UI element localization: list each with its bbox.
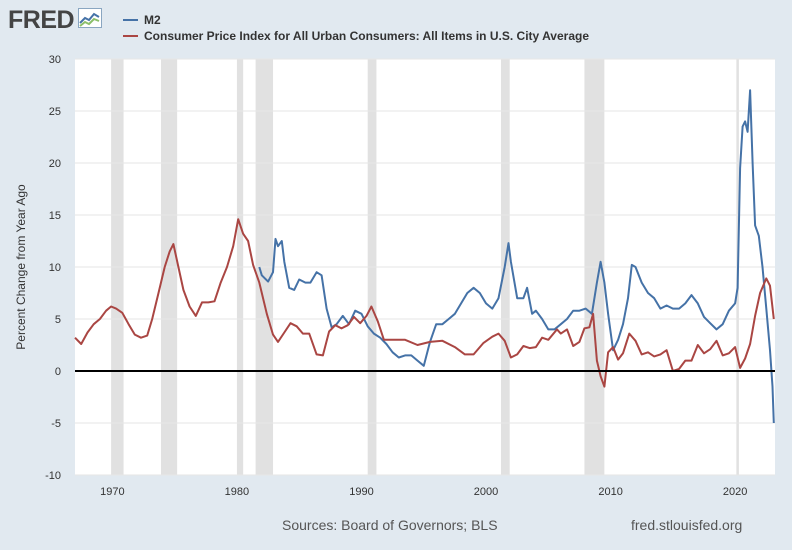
series-line-cpi [74, 218, 775, 388]
x-tick-label: 2020 [723, 486, 747, 498]
y-axis-label: Percent Change from Year Ago [14, 184, 28, 350]
legend-item-cpi[interactable]: Consumer Price Index for All Urban Consu… [123, 28, 589, 44]
x-tick-label: 2010 [598, 486, 622, 498]
series-lines [74, 89, 775, 424]
fred-url-link[interactable]: fred.stlouisfed.org [631, 517, 743, 533]
y-tick-label: 5 [55, 314, 61, 326]
y-tick-label: 0 [55, 366, 61, 378]
chart-legend: M2 Consumer Price Index for All Urban Co… [123, 12, 589, 44]
y-tick-label: 25 [49, 106, 61, 118]
x-tick-label: 1990 [349, 486, 373, 498]
x-axis-ticks: 1970 1980 1990 2000 2010 2020 [100, 486, 747, 498]
sources-note: Sources: Board of Governors; BLS [282, 517, 498, 533]
gridlines [75, 58, 775, 476]
y-tick-label: 15 [49, 210, 61, 222]
y-axis-ticks: -10 -5 0 5 10 15 20 25 30 [45, 54, 61, 482]
y-tick-label: 20 [49, 158, 61, 170]
y-tick-label: -10 [45, 470, 61, 482]
fred-logo-text: FRED [8, 6, 75, 34]
legend-item-m2[interactable]: M2 [123, 12, 589, 28]
fred-chart-icon [78, 7, 103, 33]
y-tick-label: -5 [51, 418, 61, 430]
legend-label-m2: M2 [144, 13, 161, 27]
legend-swatch-cpi [123, 35, 138, 37]
x-tick-label: 1980 [225, 486, 249, 498]
legend-swatch-m2 [123, 19, 138, 21]
x-tick-label: 2000 [474, 486, 498, 498]
fred-logo[interactable]: FRED [8, 6, 103, 34]
legend-label-cpi: Consumer Price Index for All Urban Consu… [144, 29, 589, 43]
y-tick-label: 30 [49, 54, 61, 66]
y-tick-label: 10 [49, 262, 61, 274]
x-tick-label: 1970 [100, 486, 124, 498]
